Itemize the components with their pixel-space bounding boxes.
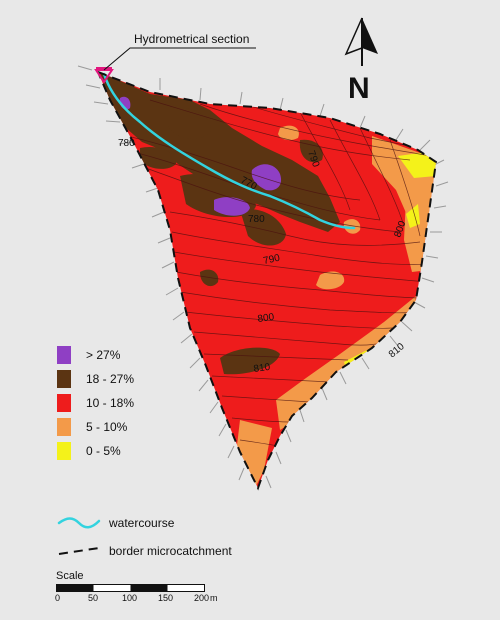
terrain-hachures: [77, 65, 449, 489]
contour-label-800-mid: 800: [257, 312, 275, 325]
class-gt27-patches: [119, 96, 282, 216]
scale-bar: Scale 0 50 100 150 200 m: [52, 570, 232, 610]
legend-swatch-18-27: [57, 370, 71, 388]
contour-label-810-right: 810: [387, 341, 407, 360]
slope-classes: [98, 72, 436, 488]
north-arrow-icon: N: [344, 17, 378, 105]
contour-label-780-left: 780: [118, 138, 135, 149]
scale-tick: 100: [122, 593, 138, 603]
scale-title: Scale: [56, 570, 84, 582]
legend-label: > 27%: [86, 348, 121, 362]
watercourse-swatch-icon: [57, 517, 101, 529]
legend-label: 5 - 10%: [86, 420, 128, 434]
contour-lines: [107, 99, 436, 447]
contour-labels: 780 770 780 790 790 800 800 810 810: [118, 138, 409, 375]
legend-swatch-0-5: [57, 442, 71, 460]
contour-label-810-left: 810: [253, 362, 271, 375]
watercourse-line: [102, 72, 356, 230]
border-swatch-icon: [58, 547, 100, 555]
scale-unit: m: [210, 593, 218, 603]
north-label: N: [348, 72, 370, 105]
legend-swatch-5-10: [57, 418, 71, 436]
scale-tick: 0: [55, 593, 61, 603]
contour-label-780-mid: 780: [248, 214, 265, 225]
hydrometrical-section: Hydrometrical section: [94, 32, 256, 84]
scale-tick: 200: [194, 593, 210, 603]
scale-tick: 50: [88, 593, 99, 603]
legend-label: 18 - 27%: [86, 372, 135, 386]
legend-swatch-gt27: [57, 346, 71, 364]
scale-tick: 150: [158, 593, 174, 603]
scale-bar-graphic: [56, 584, 205, 592]
legend-watercourse-label: watercourse: [109, 516, 175, 530]
legend-label: 10 - 18%: [86, 396, 135, 410]
legend-border-label: border microcatchment: [109, 544, 232, 558]
legend-label: 0 - 5%: [86, 444, 121, 458]
section-label: Hydrometrical section: [134, 32, 249, 46]
contour-label-790-mid: 790: [262, 253, 281, 267]
catchment-border: [96, 70, 438, 491]
legend-swatch-10-18: [57, 394, 71, 412]
